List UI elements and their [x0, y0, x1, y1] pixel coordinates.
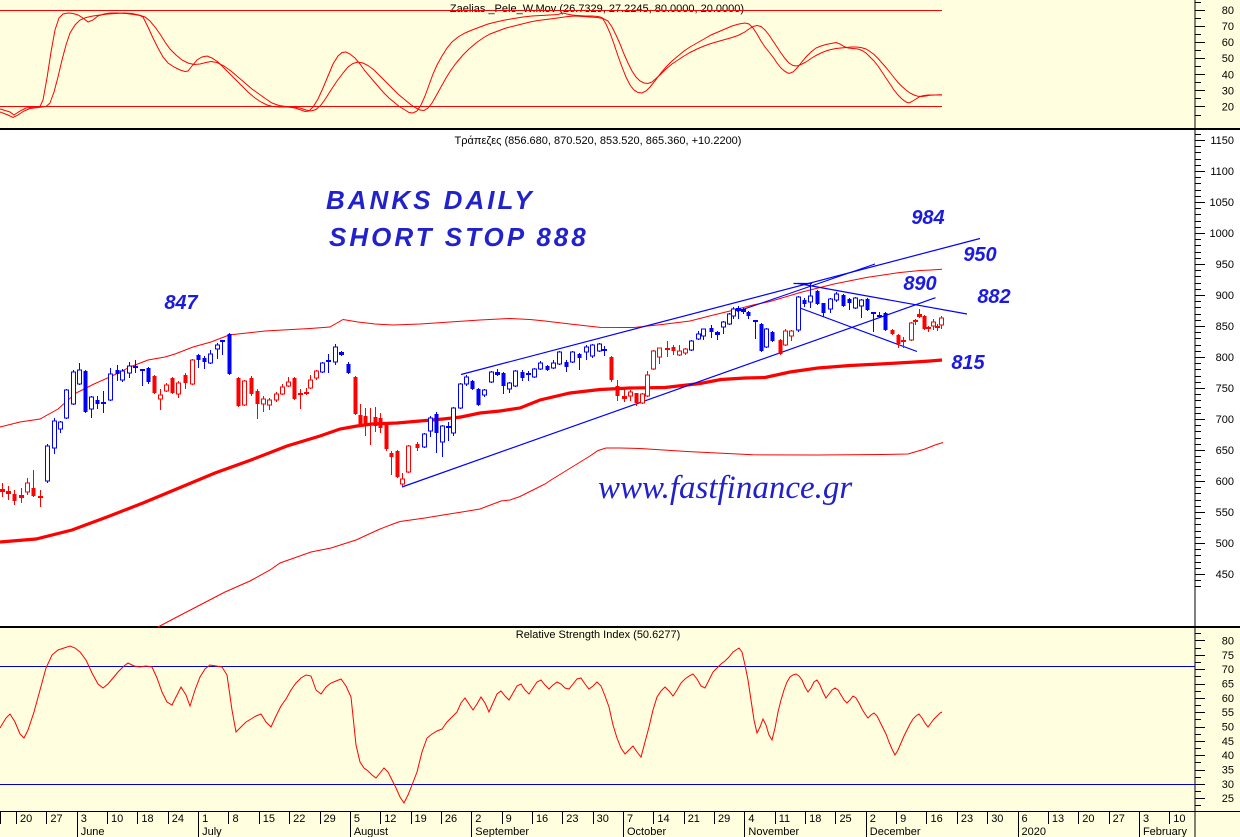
svg-text:August: August — [354, 826, 388, 837]
svg-text:882: 882 — [977, 286, 1010, 308]
svg-text:November: November — [748, 826, 799, 837]
svg-text:815: 815 — [951, 352, 985, 374]
svg-text:June: June — [81, 826, 105, 837]
svg-text:950: 950 — [1216, 259, 1234, 271]
svg-text:35: 35 — [1222, 765, 1234, 777]
svg-text:December: December — [870, 826, 921, 837]
svg-text:23: 23 — [961, 813, 973, 825]
svg-text:65: 65 — [1222, 679, 1234, 691]
svg-text:25: 25 — [839, 813, 851, 825]
svg-text:20: 20 — [1222, 101, 1234, 113]
svg-text:9: 9 — [506, 813, 512, 825]
svg-text:1000: 1000 — [1210, 228, 1234, 240]
svg-text:October: October — [627, 826, 666, 837]
svg-text:30: 30 — [597, 813, 609, 825]
svg-text:2: 2 — [475, 813, 481, 825]
svg-text:20: 20 — [1082, 813, 1094, 825]
svg-text:70: 70 — [1222, 21, 1234, 33]
svg-text:Zaelias _Pele_W.Mov (26.7329,: Zaelias _Pele_W.Mov (26.7329, 27.2245, 8… — [450, 3, 744, 15]
svg-text:1100: 1100 — [1210, 166, 1234, 178]
svg-text:24: 24 — [172, 813, 184, 825]
svg-text:984: 984 — [911, 207, 944, 229]
svg-text:February: February — [1143, 826, 1188, 837]
svg-text:50: 50 — [1222, 722, 1234, 734]
svg-text:600: 600 — [1216, 476, 1234, 488]
svg-text:40: 40 — [1222, 69, 1234, 81]
svg-text:950: 950 — [963, 244, 996, 266]
svg-text:9: 9 — [900, 813, 906, 825]
svg-text:29: 29 — [324, 813, 336, 825]
svg-text:890: 890 — [903, 273, 936, 295]
svg-text:10: 10 — [1173, 813, 1185, 825]
svg-text:September: September — [475, 826, 529, 837]
svg-text:SHORT STOP 888: SHORT STOP 888 — [329, 222, 589, 252]
svg-text:26: 26 — [445, 813, 457, 825]
svg-text:60: 60 — [1222, 37, 1234, 49]
svg-text:900: 900 — [1216, 290, 1234, 302]
svg-text:2: 2 — [870, 813, 876, 825]
svg-text:4: 4 — [748, 813, 754, 825]
svg-text:30: 30 — [1222, 779, 1234, 791]
svg-text:Τράπεζες (856.680, 870.520, 85: Τράπεζες (856.680, 870.520, 853.520, 865… — [455, 135, 742, 147]
svg-text:22: 22 — [293, 813, 305, 825]
svg-text:27: 27 — [50, 813, 62, 825]
svg-text:25: 25 — [1222, 793, 1234, 805]
svg-text:11: 11 — [779, 813, 790, 825]
svg-text:12: 12 — [384, 813, 396, 825]
svg-text:16: 16 — [931, 813, 943, 825]
svg-text:18: 18 — [809, 813, 821, 825]
svg-text:7: 7 — [627, 813, 633, 825]
svg-text:80: 80 — [1222, 5, 1234, 17]
svg-text:60: 60 — [1222, 693, 1234, 705]
svg-text:850: 850 — [1216, 321, 1234, 333]
svg-text:700: 700 — [1216, 414, 1234, 426]
svg-text:550: 550 — [1216, 507, 1234, 519]
svg-text:2020: 2020 — [1022, 826, 1046, 837]
svg-text:800: 800 — [1216, 352, 1234, 364]
svg-text:23: 23 — [566, 813, 578, 825]
svg-text:14: 14 — [657, 813, 669, 825]
svg-text:1150: 1150 — [1210, 135, 1234, 147]
svg-text:27: 27 — [1113, 813, 1125, 825]
svg-text:16: 16 — [536, 813, 548, 825]
svg-text:6: 6 — [1022, 813, 1028, 825]
svg-text:19: 19 — [415, 813, 427, 825]
svg-text:750: 750 — [1216, 383, 1234, 395]
svg-text:80: 80 — [1222, 636, 1234, 648]
svg-text:1050: 1050 — [1210, 197, 1234, 209]
svg-text:45: 45 — [1222, 736, 1234, 748]
svg-text:1: 1 — [202, 813, 208, 825]
svg-text:15: 15 — [263, 813, 275, 825]
svg-text:8: 8 — [232, 813, 238, 825]
svg-text:20: 20 — [20, 813, 32, 825]
svg-text:Relative Strength Index (50.62: Relative Strength Index (50.6277) — [516, 629, 681, 641]
svg-text:10: 10 — [111, 813, 123, 825]
svg-text:847: 847 — [164, 292, 198, 314]
svg-text:29: 29 — [718, 813, 730, 825]
svg-text:650: 650 — [1216, 445, 1234, 457]
svg-text:55: 55 — [1222, 707, 1234, 719]
svg-text:450: 450 — [1216, 569, 1234, 581]
svg-text:21: 21 — [688, 813, 700, 825]
svg-text:3: 3 — [81, 813, 87, 825]
svg-text:18: 18 — [141, 813, 153, 825]
svg-text:3: 3 — [1143, 813, 1149, 825]
svg-text:50: 50 — [1222, 53, 1234, 65]
svg-text:500: 500 — [1216, 538, 1234, 550]
svg-text:75: 75 — [1222, 650, 1234, 662]
svg-text:5: 5 — [354, 813, 360, 825]
svg-text:40: 40 — [1222, 750, 1234, 762]
svg-text:30: 30 — [1222, 85, 1234, 97]
svg-text:BANKS DAILY: BANKS DAILY — [326, 185, 535, 215]
svg-text:70: 70 — [1222, 664, 1234, 676]
svg-text:July: July — [202, 826, 222, 837]
svg-text:30: 30 — [991, 813, 1003, 825]
svg-text:13: 13 — [1052, 813, 1064, 825]
svg-text:www.fastfinance.gr: www.fastfinance.gr — [598, 470, 852, 506]
